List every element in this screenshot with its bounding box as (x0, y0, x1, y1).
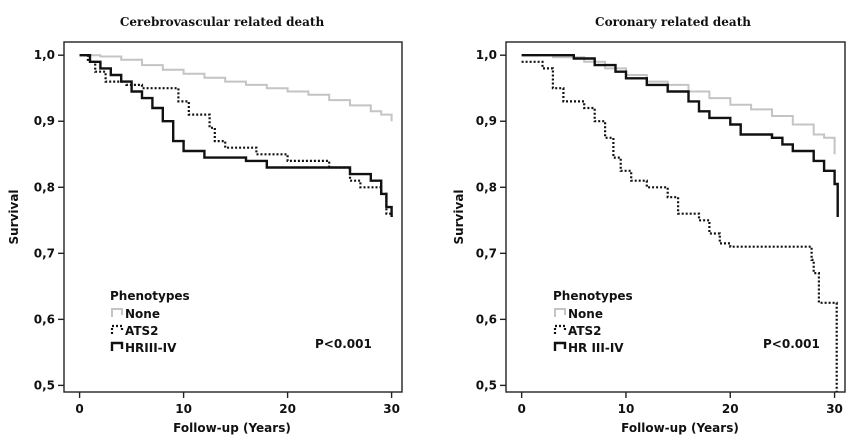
legend-item: HR III-IV (568, 341, 624, 355)
legend-swatch-1 (110, 324, 124, 334)
x-tick-label: 30 (383, 402, 400, 416)
x-tick-label: 30 (826, 402, 843, 416)
y-axis-label: Survival (452, 189, 466, 244)
legend-item: ATS2 (125, 324, 159, 338)
legend-item: ATS2 (568, 324, 602, 338)
x-tick-label: 20 (722, 402, 739, 416)
x-tick-label: 10 (175, 402, 192, 416)
x-tick-label: 20 (279, 402, 296, 416)
x-axis-label: Follow-up (Years) (173, 421, 291, 435)
coronary-panel: Coronary related death 0,5 0,6 0,7 0,8 0,9 1,0… (452, 15, 846, 435)
p-value-annotation: P<0.001 (763, 337, 820, 351)
x-tick-label: 10 (618, 402, 635, 416)
x-tick-label: 0 (517, 402, 525, 416)
series-line-ats2 (79, 54, 393, 217)
legend-title: Phenotypes (110, 289, 190, 303)
legend-item: None (125, 307, 160, 321)
legend-item: HRIII-IV (125, 341, 177, 355)
plot-frame (505, 41, 846, 393)
legend-swatch-2 (110, 341, 124, 351)
legend-swatch-0 (111, 308, 123, 317)
legend-item: None (568, 307, 603, 321)
cerebrovascular-panel: Cerebrovascular related death 0,5 0,6 0,7 0,… (7, 15, 403, 435)
legend-swatch-0 (554, 308, 566, 317)
chart-title: Cerebrovascular related death (120, 15, 325, 29)
legend-swatch-1 (553, 324, 567, 334)
legend-title: Phenotypes (553, 289, 633, 303)
y-tick-label: 0,8 (476, 180, 497, 194)
y-tick-label: 1,0 (476, 48, 497, 62)
p-value-annotation: P<0.001 (315, 337, 372, 351)
y-tick-label: 0,9 (34, 114, 55, 128)
y-tick-label: 0,9 (476, 114, 497, 128)
y-tick-label: 0,6 (34, 312, 55, 326)
y-tick-label: 0,5 (34, 378, 55, 392)
series-line-ats2 (521, 60, 838, 392)
x-axis-label: Follow-up (Years) (621, 421, 739, 435)
plot-frame (63, 41, 403, 393)
series-line-none (79, 54, 393, 122)
y-tick-label: 0,5 (476, 378, 497, 392)
legend-swatch-2 (553, 341, 567, 351)
series-line-none (521, 54, 836, 155)
y-tick-label: 0,7 (34, 246, 55, 260)
x-tick-label: 0 (75, 402, 83, 416)
y-tick-label: 0,6 (476, 312, 497, 326)
series-line-hr-iii-iv (521, 54, 839, 217)
y-tick-label: 1,0 (34, 48, 55, 62)
chart-title: Coronary related death (595, 15, 751, 29)
y-axis-label: Survival (7, 189, 21, 244)
y-tick-label: 0,8 (34, 180, 55, 194)
series-line-hriii-iv (79, 54, 393, 217)
y-tick-label: 0,7 (476, 246, 497, 260)
